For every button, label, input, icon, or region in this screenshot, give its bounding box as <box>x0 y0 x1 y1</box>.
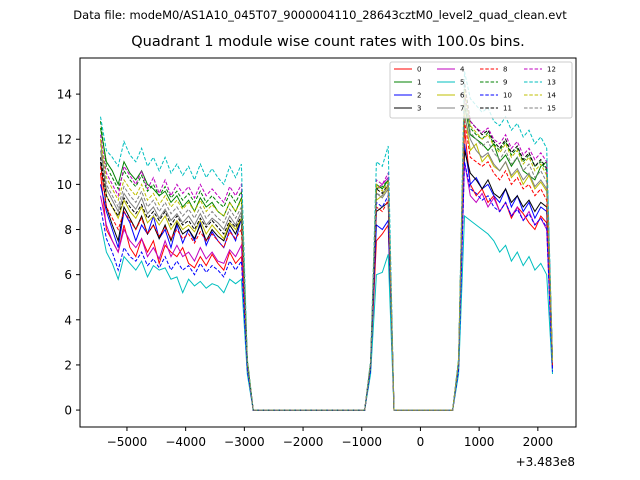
y-tick-label: 4 <box>64 313 72 327</box>
series-line-4 <box>100 161 553 411</box>
y-tick-label: 8 <box>64 223 72 237</box>
y-tick-label: 2 <box>64 358 72 372</box>
series-line-10 <box>100 161 553 411</box>
x-tick-label: 1000 <box>464 435 495 449</box>
x-offset-label: +3.483e8 <box>516 455 575 469</box>
legend-label-4: 4 <box>460 66 465 74</box>
x-tick-label: −2000 <box>283 435 324 449</box>
legend-label-2: 2 <box>417 92 421 100</box>
plot-frame <box>79 57 577 428</box>
series-line-0 <box>100 127 553 411</box>
y-tick-label: 10 <box>57 178 72 192</box>
legend-label-12: 12 <box>547 66 556 74</box>
x-axis: −5000 −4000 −3000 −2000 −1000 0 1000 2000 <box>107 427 553 449</box>
series-line-15 <box>100 98 553 411</box>
legend-label-1: 1 <box>417 79 421 87</box>
legend-label-15: 15 <box>547 105 556 113</box>
legend-frame <box>389 61 573 119</box>
series-line-6 <box>100 112 553 411</box>
series-line-2 <box>100 143 553 411</box>
y-axis: 0 2 4 6 8 10 12 14 <box>57 88 80 418</box>
series-layer <box>100 71 553 411</box>
legend-label-13: 13 <box>547 79 556 87</box>
y-tick-label: 14 <box>57 88 72 102</box>
figure-suptitle: Data file: modeM0/AS1A10_045T07_90000041… <box>73 8 567 22</box>
legend-label-5: 5 <box>460 79 464 87</box>
series-line-8 <box>100 121 553 411</box>
series-line-1 <box>100 105 553 411</box>
x-tick-label: 0 <box>417 435 425 449</box>
legend-label-10: 10 <box>503 92 512 100</box>
legend-label-6: 6 <box>460 92 465 100</box>
y-tick-label: 0 <box>64 404 72 418</box>
chart-title: Quadrant 1 module wise count rates with … <box>131 34 525 50</box>
series-line-14 <box>100 89 553 411</box>
legend-label-9: 9 <box>503 79 507 87</box>
series-line-9 <box>100 94 553 411</box>
legend-label-14: 14 <box>547 92 556 100</box>
x-tick-label: −3000 <box>224 435 265 449</box>
y-tick-label: 6 <box>64 268 72 282</box>
x-tick-label: −4000 <box>165 435 206 449</box>
series-line-5 <box>100 215 553 411</box>
y-tick-label: 12 <box>57 133 72 147</box>
legend-label-0: 0 <box>417 66 421 74</box>
legend-label-3: 3 <box>417 105 421 113</box>
legend-label-11: 11 <box>503 105 512 113</box>
x-tick-label: −1000 <box>341 435 382 449</box>
series-line-11 <box>100 82 553 411</box>
x-tick-label: 2000 <box>523 435 554 449</box>
legend-label-8: 8 <box>503 66 507 74</box>
legend-label-7: 7 <box>460 105 464 113</box>
series-line-12 <box>100 93 553 411</box>
x-tick-label: −5000 <box>107 435 148 449</box>
